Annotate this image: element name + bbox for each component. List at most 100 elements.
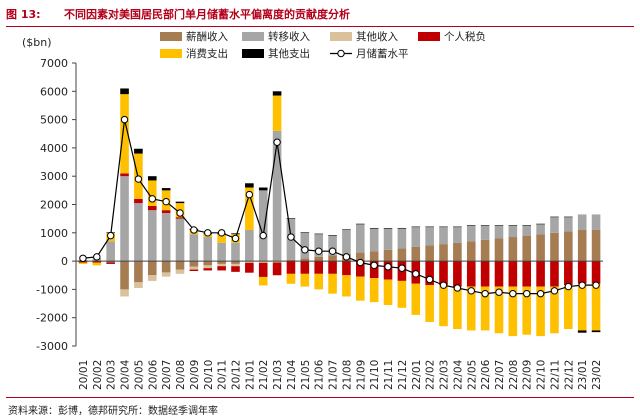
bar-segment — [522, 261, 532, 287]
savings-point — [204, 229, 212, 237]
bar-segment — [522, 235, 532, 262]
x-tick-label: 20/02 — [92, 360, 104, 390]
bar-segment — [591, 214, 601, 230]
source-note: 资料来源：彭博，德邦研究所：数据经季调年率 — [8, 406, 218, 417]
bar-segment — [397, 227, 407, 229]
bar-segment — [300, 258, 310, 262]
bar-segment — [591, 261, 601, 284]
bar-segment — [508, 237, 518, 262]
bar-segment — [494, 286, 504, 334]
figure-label: 图 13: — [6, 8, 41, 21]
bar-segment — [480, 286, 490, 331]
bar-segment — [550, 232, 559, 262]
bar-segment — [245, 187, 254, 230]
y-tick-label: 3000 — [40, 170, 68, 183]
x-tick-label: 20/01 — [78, 360, 90, 390]
bar-segment — [328, 261, 337, 274]
bar-segment — [203, 237, 213, 262]
x-tick-label: 21/11 — [383, 360, 395, 390]
bar-segment — [577, 214, 587, 230]
savings-point — [439, 281, 448, 289]
bar-segment — [147, 261, 157, 276]
bar-segment — [591, 330, 601, 333]
bar-segment — [522, 225, 532, 236]
bar-segment — [466, 225, 476, 226]
legend-label: 转移收入 — [268, 30, 310, 43]
bar-segment — [577, 283, 587, 331]
bar-segment — [245, 261, 254, 263]
bar-segment — [120, 289, 129, 297]
bar-segment — [106, 262, 115, 264]
bar-segment — [175, 261, 185, 270]
legend-swatch — [418, 32, 440, 41]
bar-segment — [425, 226, 434, 228]
bar-segment — [286, 259, 296, 262]
savings-point — [328, 247, 337, 255]
bar-segment — [314, 234, 323, 257]
bar-segment — [286, 218, 296, 219]
savings-point — [370, 261, 378, 270]
legend-label: 其他收入 — [356, 30, 398, 43]
bar-segment — [147, 176, 157, 181]
bar-segment — [466, 225, 476, 242]
y-axis: -3000 -2000 -1000 0 1000 2000 3000 4000 5000 6000… — [36, 57, 77, 353]
bar-segment — [383, 279, 393, 305]
bar-segment — [231, 266, 240, 272]
bar-segment — [425, 227, 434, 246]
bar-segment — [564, 285, 573, 330]
x-tick-label: 20/08 — [175, 360, 187, 390]
savings-point — [245, 190, 254, 199]
bar-segment — [231, 233, 240, 235]
y-tick-label: 4000 — [40, 142, 68, 155]
x-tick-label: 21/09 — [355, 360, 367, 390]
legend-label: 个人税负 — [444, 30, 486, 43]
y-tick-label: -2000 — [36, 312, 68, 325]
bar-segment — [147, 205, 157, 211]
bar-segment — [314, 273, 323, 290]
bar-segment — [161, 210, 171, 213]
bar-segment — [564, 231, 573, 262]
bar-segment — [480, 225, 490, 240]
bar-segment — [217, 261, 226, 264]
bar-segment — [342, 229, 351, 255]
bar-segment — [203, 268, 213, 271]
bar-segment — [522, 225, 532, 226]
bar-segment — [258, 190, 268, 262]
savings-point — [495, 288, 503, 296]
bar-segment — [480, 239, 490, 262]
x-tick-label: 22/03 — [439, 360, 451, 390]
savings-point — [273, 138, 281, 146]
bar-segment — [286, 273, 296, 284]
x-tick-label: 20/05 — [133, 360, 145, 390]
savings-point — [550, 287, 559, 295]
bar-segment — [147, 180, 157, 206]
bar-segment — [272, 91, 282, 96]
bar-segment — [356, 276, 365, 301]
x-tick-label: 21/02 — [258, 360, 270, 390]
bar-segment — [356, 252, 365, 262]
savings-point — [120, 115, 129, 124]
legend-label: 薪酬收入 — [186, 30, 228, 43]
savings-point — [425, 275, 434, 284]
bar-segment — [231, 263, 240, 267]
x-tick-label: 21/10 — [369, 360, 381, 390]
bar-segment — [494, 225, 504, 239]
savings-point — [190, 226, 198, 234]
bar-segment — [536, 286, 545, 337]
bar-segment — [175, 218, 185, 262]
bar-segment — [189, 261, 199, 267]
bar-segment — [189, 269, 199, 272]
bar-segment — [161, 272, 171, 277]
savings-point — [301, 246, 309, 254]
bar-segment — [439, 227, 448, 245]
bar-segment — [550, 286, 559, 334]
bar-segment — [369, 261, 379, 279]
bar-segment — [106, 261, 115, 263]
bar-segment — [106, 241, 115, 262]
bar-segment — [300, 232, 310, 233]
bar-segment — [536, 223, 545, 225]
bar-segment — [480, 261, 490, 287]
x-tick-label: 22/07 — [494, 360, 506, 390]
bar-segment — [397, 228, 407, 249]
